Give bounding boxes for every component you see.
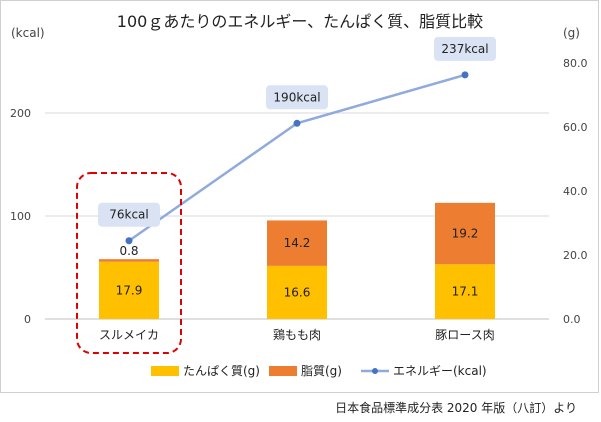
bar-protein xyxy=(435,264,495,319)
left-axis-tick: 0 xyxy=(24,313,31,326)
bar-fat xyxy=(435,202,495,265)
chart-frame: 100ｇあたりのエネルギー、たんぱく質、脂質比較 (kcal) (g) 17.9… xyxy=(0,0,599,393)
left-axis-unit: (kcal) xyxy=(11,26,45,40)
legend-label: たんぱく質(g) xyxy=(183,363,260,378)
right-axis-tick: 40.0 xyxy=(563,185,588,198)
left-axis-tick: 200 xyxy=(10,107,31,120)
energy-point xyxy=(125,237,133,245)
bar-protein-label: 17.9 xyxy=(116,283,143,297)
category-label: 鶏もも肉 xyxy=(273,328,321,342)
legend-label: 脂質(g) xyxy=(301,363,342,378)
energy-label: 76kcal xyxy=(109,208,149,222)
right-axis-tick: 60.0 xyxy=(563,121,588,134)
bar-protein xyxy=(99,261,159,319)
legend-swatch-point xyxy=(372,368,378,374)
category-label: スルメイカ xyxy=(99,328,159,342)
source-note: 日本食品標準成分表 2020 年版（八訂）より xyxy=(335,401,577,415)
legend-swatch xyxy=(151,366,179,376)
bar-protein-label: 16.6 xyxy=(284,285,311,299)
energy-label: 237kcal xyxy=(441,42,488,56)
energy-point xyxy=(293,119,301,127)
highlight-box xyxy=(76,172,182,354)
energy-label: 190kcal xyxy=(273,90,320,104)
energy-point xyxy=(461,71,469,79)
energy-label-box xyxy=(434,36,496,61)
bar-fat-label: 0.8 xyxy=(119,244,138,258)
left-axis-tick: 100 xyxy=(10,210,31,223)
legend-label: エネルギー(kcal) xyxy=(393,364,487,378)
energy-label-box xyxy=(266,85,328,110)
bar-fat-label: 19.2 xyxy=(452,227,479,241)
right-axis-tick: 0.0 xyxy=(563,313,581,326)
right-axis-tick: 80.0 xyxy=(563,57,588,70)
bar-protein xyxy=(267,265,327,319)
category-label: 豚ロース肉 xyxy=(435,328,494,342)
chart-title: 100ｇあたりのエネルギー、たんぱく質、脂質比較 xyxy=(117,12,483,31)
energy-label-box xyxy=(98,202,160,227)
right-axis-tick: 20.0 xyxy=(563,249,588,262)
bar-protein-label: 17.1 xyxy=(452,285,479,299)
chart-canvas: 100ｇあたりのエネルギー、たんぱく質、脂質比較 (kcal) (g) 17.9… xyxy=(10,12,588,378)
bar-fat xyxy=(99,259,159,262)
legend-swatch xyxy=(269,366,297,376)
bar-fat xyxy=(267,220,327,266)
bar-fat-label: 14.2 xyxy=(284,236,311,250)
right-axis-unit: (g) xyxy=(563,26,580,40)
